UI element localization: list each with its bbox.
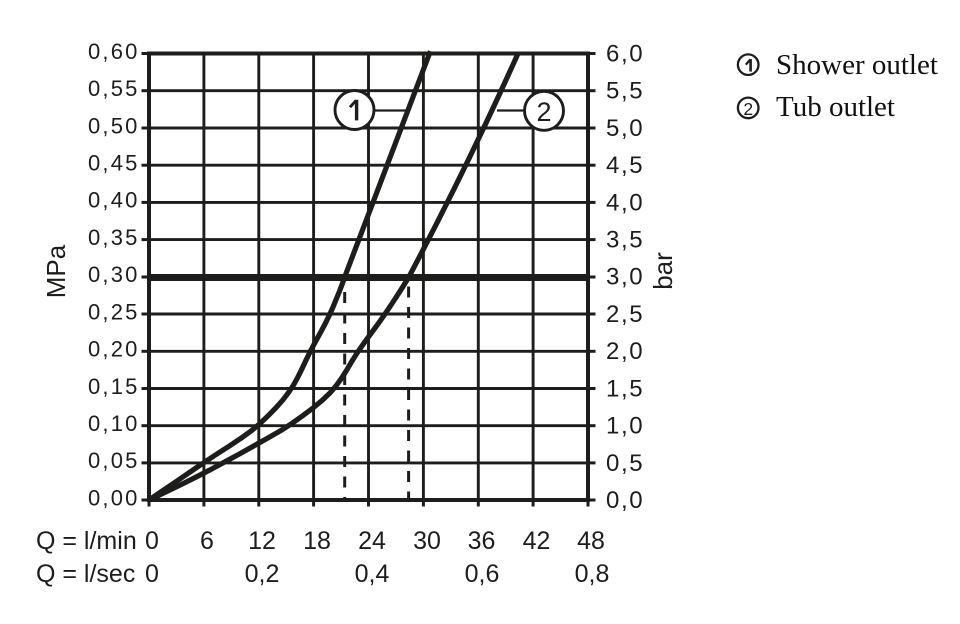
svg-text:0,25: 0,25 — [88, 299, 140, 324]
svg-text:2,0: 2,0 — [606, 338, 644, 365]
svg-text:30: 30 — [413, 527, 441, 555]
svg-text:24: 24 — [358, 527, 386, 555]
svg-text:0,2: 0,2 — [245, 560, 280, 588]
svg-text:0,10: 0,10 — [88, 411, 140, 436]
svg-text:42: 42 — [523, 527, 551, 555]
svg-text:4,5: 4,5 — [606, 152, 644, 179]
svg-text:0,8: 0,8 — [575, 560, 610, 588]
svg-text:0,05: 0,05 — [88, 448, 140, 473]
svg-text:0,60: 0,60 — [88, 39, 140, 64]
svg-text:5,0: 5,0 — [606, 115, 644, 142]
svg-text:0,20: 0,20 — [88, 337, 140, 362]
svg-text:2,5: 2,5 — [606, 301, 644, 328]
svg-text:1,0: 1,0 — [606, 413, 644, 440]
svg-text:0,4: 0,4 — [355, 560, 390, 588]
svg-text:18: 18 — [303, 527, 331, 555]
svg-text:6,0: 6,0 — [606, 40, 644, 67]
svg-text:bar: bar — [648, 252, 678, 290]
svg-text:6: 6 — [200, 527, 214, 555]
svg-text:0,40: 0,40 — [88, 188, 140, 213]
svg-text:0,0: 0,0 — [606, 487, 644, 514]
svg-text:0,45: 0,45 — [88, 151, 140, 176]
svg-text:2: 2 — [536, 97, 551, 127]
svg-text:3,0: 3,0 — [606, 264, 644, 291]
svg-text:0,35: 0,35 — [88, 225, 140, 250]
svg-text:0,00: 0,00 — [88, 485, 140, 510]
svg-text:0,6: 0,6 — [465, 560, 500, 588]
svg-text:3,5: 3,5 — [606, 227, 644, 254]
svg-text:36: 36 — [468, 527, 496, 555]
svg-text:4,0: 4,0 — [606, 189, 644, 216]
svg-text:1,5: 1,5 — [606, 375, 644, 402]
svg-text:0,50: 0,50 — [88, 113, 140, 138]
svg-text:Q = l/min: Q = l/min — [36, 527, 137, 555]
svg-text:5,5: 5,5 — [606, 78, 644, 105]
svg-text:0,5: 0,5 — [606, 450, 644, 477]
svg-text:MPa: MPa — [41, 244, 71, 298]
svg-text:2: 2 — [743, 99, 753, 119]
svg-text:0,55: 0,55 — [88, 76, 140, 101]
svg-text:0,15: 0,15 — [88, 374, 140, 399]
svg-text:0: 0 — [145, 527, 159, 555]
svg-text:Tub outlet: Tub outlet — [776, 91, 895, 123]
svg-text:Q = l/sec: Q = l/sec — [36, 560, 135, 588]
svg-text:12: 12 — [248, 527, 276, 555]
svg-text:0,30: 0,30 — [88, 262, 140, 287]
svg-text:0: 0 — [145, 560, 159, 588]
svg-text:Shower outlet: Shower outlet — [776, 49, 938, 81]
svg-text:48: 48 — [577, 527, 605, 555]
